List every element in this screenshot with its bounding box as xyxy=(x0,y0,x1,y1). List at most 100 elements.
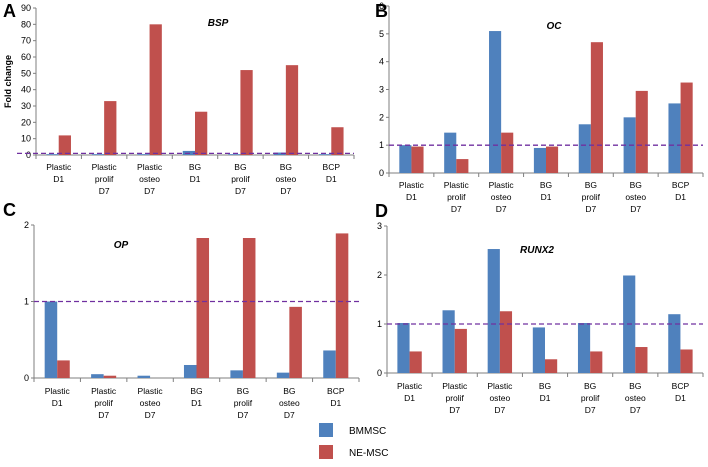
category-label: BCP D1 xyxy=(672,381,690,403)
bar-bmmsc xyxy=(533,147,546,173)
y-axis-label: Fold change xyxy=(3,55,13,108)
category-label-line: BG xyxy=(584,381,596,391)
y-tick-label: 0 xyxy=(377,368,382,378)
bar-ne-msc xyxy=(335,233,349,378)
chart-panel-c: C 0 1 2 Plastic D1 Plastic prolif D7 Plastic osteo… xyxy=(3,200,360,420)
category-label-line: BG xyxy=(539,381,551,391)
category-label: Plastic osteo D7 xyxy=(137,162,163,196)
category-label: Plastic osteo D7 xyxy=(487,381,513,415)
bar-ne-msc xyxy=(590,42,603,173)
category-label-line: BG xyxy=(189,162,201,172)
category-label-line: prolif xyxy=(95,174,114,184)
category-label-line: Plastic xyxy=(138,386,164,396)
category-label-line: BG xyxy=(190,386,202,396)
category-label-line: D7 xyxy=(449,405,460,415)
bar-bmmsc xyxy=(46,154,59,155)
bar-ne-msc xyxy=(635,90,648,173)
chart-title: OP xyxy=(114,240,129,251)
chart-panel-b: B 0 1 2 3 4 5 6 Plastic D1 Plastic prolif D7 Plastic o… xyxy=(375,1,704,214)
category-label-line: osteo xyxy=(140,398,161,408)
legend-label: BMMSC xyxy=(349,426,386,437)
category-label: BG prolif D7 xyxy=(582,180,601,214)
bar-bmmsc xyxy=(228,154,241,155)
category-label: Plastic prolif D7 xyxy=(91,386,117,420)
bar-ne-msc xyxy=(289,306,302,378)
category-label-line: prolif xyxy=(234,398,253,408)
category-label: Plastic osteo D7 xyxy=(138,386,164,420)
category-label-line: BCP xyxy=(672,381,690,391)
category-label-line: Plastic xyxy=(444,180,470,190)
legend-swatch xyxy=(319,445,333,459)
bar-ne-msc xyxy=(409,351,422,373)
category-label: BG osteo D7 xyxy=(625,381,646,415)
bar-bmmsc xyxy=(532,327,545,373)
bar-ne-msc xyxy=(546,146,559,173)
y-tick-label: 30 xyxy=(21,101,31,111)
bar-ne-msc xyxy=(103,375,117,378)
category-label-line: D7 xyxy=(496,204,507,214)
category-label: Plastic D1 xyxy=(45,386,71,408)
bar-ne-msc xyxy=(499,311,513,373)
chart-title: RUNX2 xyxy=(520,245,554,256)
bar-ne-msc xyxy=(680,82,693,173)
category-label: BCP D1 xyxy=(327,386,345,408)
category-label-line: BG xyxy=(283,386,295,396)
y-tick-label: 40 xyxy=(21,85,31,95)
y-tick-label: 1 xyxy=(24,297,29,307)
y-tick-label: 0 xyxy=(379,168,384,178)
bar-bmmsc xyxy=(44,301,58,378)
bar-bmmsc xyxy=(323,350,336,378)
bar-bmmsc xyxy=(489,31,502,173)
category-label-line: BG xyxy=(540,180,552,190)
category-label-line: D7 xyxy=(237,410,248,420)
category-label-line: BCP xyxy=(327,386,345,396)
legend: BMMSC NE-MSC xyxy=(319,423,388,459)
y-tick-label: 90 xyxy=(21,3,31,13)
category-label-line: Plastic xyxy=(92,162,118,172)
panel-letter: B xyxy=(375,1,388,21)
bar-ne-msc xyxy=(195,111,208,155)
category-label-line: osteo xyxy=(625,192,646,202)
category-label: Plastic osteo D7 xyxy=(489,180,515,214)
category-label-line: osteo xyxy=(625,393,646,403)
bar-ne-msc xyxy=(242,238,256,378)
category-label-line: Plastic xyxy=(91,386,117,396)
bar-ne-msc xyxy=(57,360,70,378)
category-label-line: D1 xyxy=(675,192,686,202)
category-label-line: osteo xyxy=(139,174,160,184)
bar-bmmsc xyxy=(91,154,105,155)
category-label-line: D1 xyxy=(406,192,417,202)
category-label-line: BG xyxy=(629,381,641,391)
category-label: BG D1 xyxy=(539,381,551,403)
bar-bmmsc xyxy=(276,372,290,378)
category-label: Plastic prolif D7 xyxy=(444,180,470,214)
category-label-line: prolif xyxy=(447,192,466,202)
category-label: BG prolif D7 xyxy=(231,162,250,196)
category-label-line: D1 xyxy=(52,398,63,408)
panel-letter: D xyxy=(375,201,388,221)
category-label-line: D1 xyxy=(191,398,202,408)
category-label-line: D7 xyxy=(451,204,462,214)
bar-ne-msc xyxy=(635,347,648,373)
bar-bmmsc xyxy=(668,314,681,373)
category-label-line: D7 xyxy=(99,186,110,196)
category-label-line: Plastic xyxy=(45,386,71,396)
category-label-line: BG xyxy=(234,162,246,172)
category-label: Plastic prolif D7 xyxy=(92,162,118,196)
category-label: Plastic D1 xyxy=(399,180,425,202)
category-label: BCP D1 xyxy=(672,180,690,202)
category-label-line: Plastic xyxy=(487,381,513,391)
y-tick-label: 2 xyxy=(377,270,382,280)
legend-label: NE-MSC xyxy=(349,448,388,459)
bar-bmmsc xyxy=(668,103,681,173)
category-label: BCP D1 xyxy=(323,162,341,184)
category-label: Plastic prolif D7 xyxy=(442,381,468,415)
bar-bmmsc xyxy=(137,154,150,155)
bar-bmmsc xyxy=(399,145,412,173)
y-tick-label: 0 xyxy=(26,150,31,160)
category-label: BG osteo D7 xyxy=(625,180,646,214)
legend-swatch xyxy=(319,423,333,437)
category-label-line: D7 xyxy=(235,186,246,196)
category-label-line: BCP xyxy=(672,180,690,190)
bar-bmmsc xyxy=(183,364,197,378)
